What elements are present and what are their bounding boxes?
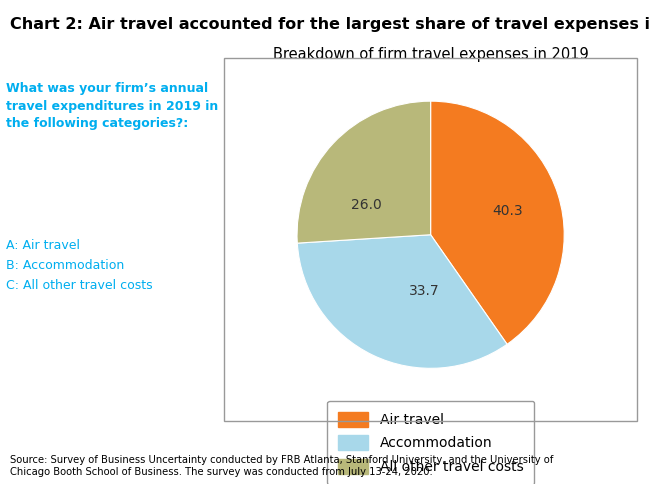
Wedge shape — [430, 101, 564, 344]
Text: Source: Survey of Business Uncertainty conducted by FRB Atlanta, Stanford Univer: Source: Survey of Business Uncertainty c… — [10, 455, 553, 477]
Wedge shape — [297, 235, 507, 368]
Wedge shape — [297, 101, 431, 243]
Text: What was your firm’s annual
travel expenditures in 2019 in
the following categor: What was your firm’s annual travel expen… — [6, 82, 219, 130]
Text: 26.0: 26.0 — [351, 198, 382, 212]
Legend: Air travel, Accommodation, All other travel costs: Air travel, Accommodation, All other tra… — [327, 401, 534, 484]
Text: A: Air travel
B: Accommodation
C: All other travel costs: A: Air travel B: Accommodation C: All ot… — [6, 240, 153, 292]
Text: 33.7: 33.7 — [409, 284, 439, 298]
Text: Chart 2: Air travel accounted for the largest share of travel expenses in 2019.: Chart 2: Air travel accounted for the la… — [10, 17, 650, 32]
Text: 40.3: 40.3 — [493, 204, 523, 218]
Title: Breakdown of firm travel expenses in 2019: Breakdown of firm travel expenses in 201… — [273, 47, 588, 62]
